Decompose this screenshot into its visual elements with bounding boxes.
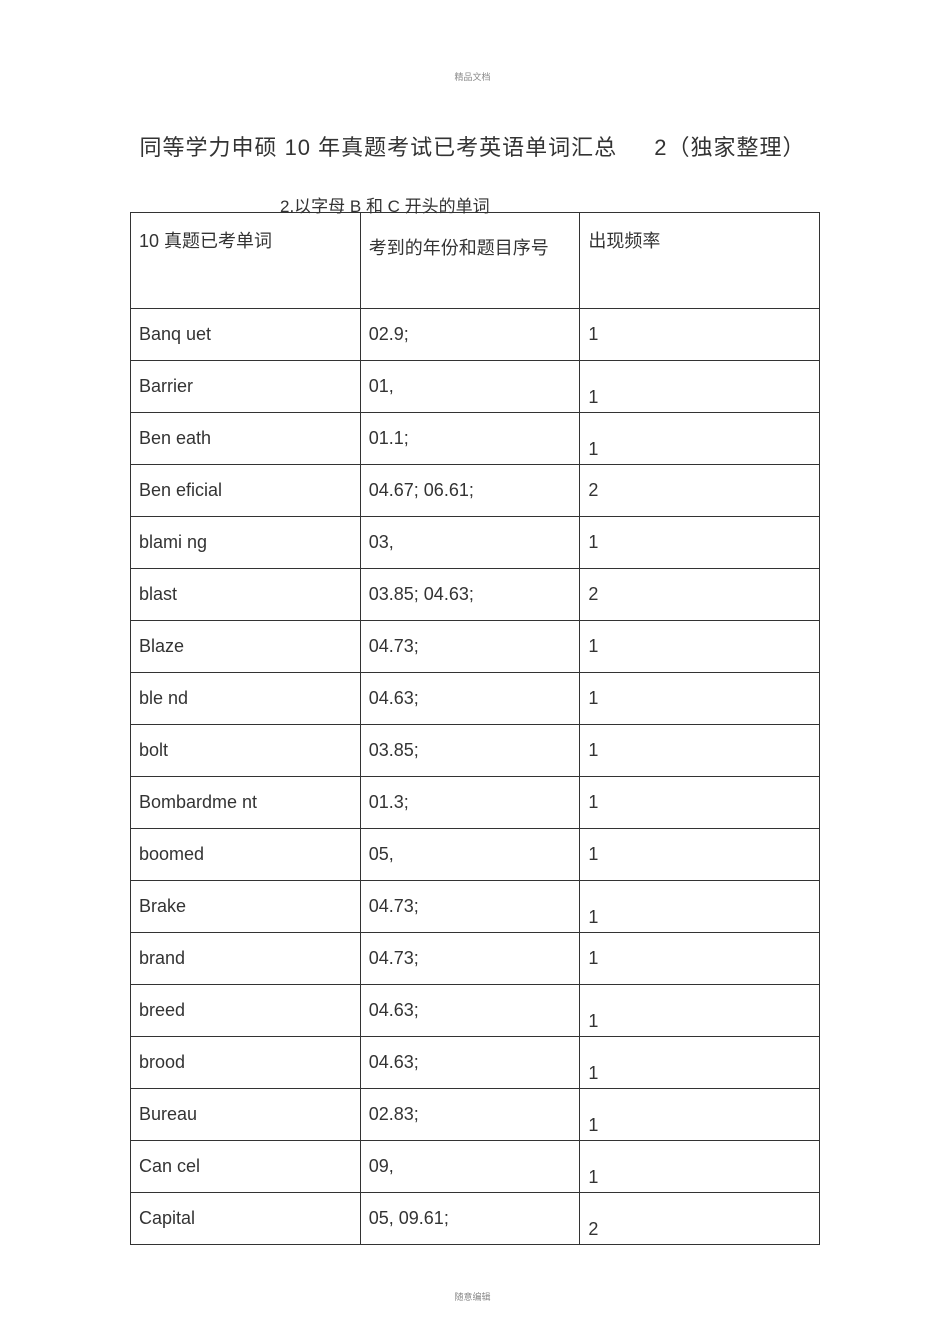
cell-freq: 1 <box>580 517 820 569</box>
table-row: Bureau02.83;1 <box>131 1089 820 1141</box>
table-row: breed04.63;1 <box>131 985 820 1037</box>
table-row: Brake04.73;1 <box>131 881 820 933</box>
col-header-word: 10 真题已考单词 <box>131 213 361 309</box>
cell-year: 04.73; <box>360 933 580 985</box>
footer-watermark: 随意编辑 <box>0 1290 945 1303</box>
cell-word: Can cel <box>131 1141 361 1193</box>
table-row: Ben eath01.1;1 <box>131 413 820 465</box>
cell-freq: 1 <box>580 361 820 413</box>
cell-word: blami ng <box>131 517 361 569</box>
cell-word: Brake <box>131 881 361 933</box>
cell-freq: 1 <box>580 621 820 673</box>
cell-year: 04.73; <box>360 881 580 933</box>
table-row: ble nd04.63;1 <box>131 673 820 725</box>
cell-word: brand <box>131 933 361 985</box>
cell-freq: 1 <box>580 725 820 777</box>
cell-word: Bombardme nt <box>131 777 361 829</box>
cell-word: Ben eath <box>131 413 361 465</box>
cell-year: 05, 09.61; <box>360 1193 580 1245</box>
header-watermark: 精品文档 <box>0 70 945 83</box>
vocab-table: 10 真题已考单词 考到的年份和题目序号 出现频率 Banq uet02.9;1… <box>130 212 820 1245</box>
cell-word: Banq uet <box>131 309 361 361</box>
cell-word: ble nd <box>131 673 361 725</box>
cell-freq: 1 <box>580 933 820 985</box>
cell-freq: 2 <box>580 465 820 517</box>
cell-freq: 1 <box>580 1089 820 1141</box>
cell-year: 04.63; <box>360 1037 580 1089</box>
table-row: Can cel09,1 <box>131 1141 820 1193</box>
cell-word: boomed <box>131 829 361 881</box>
cell-freq: 1 <box>580 309 820 361</box>
cell-year: 01.3; <box>360 777 580 829</box>
cell-year: 02.83; <box>360 1089 580 1141</box>
table-row: Blaze04.73;1 <box>131 621 820 673</box>
cell-word: Capital <box>131 1193 361 1245</box>
table-row: Barrier01,1 <box>131 361 820 413</box>
cell-year: 04.63; <box>360 985 580 1037</box>
cell-word: Ben eficial <box>131 465 361 517</box>
cell-year: 02.9; <box>360 309 580 361</box>
table-row: bolt03.85;1 <box>131 725 820 777</box>
col-header-year: 考到的年份和题目序号 <box>360 213 580 309</box>
col-header-freq: 出现频率 <box>580 213 820 309</box>
cell-word: Bureau <box>131 1089 361 1141</box>
cell-word: bolt <box>131 725 361 777</box>
cell-year: 03.85; 04.63; <box>360 569 580 621</box>
cell-year: 03.85; <box>360 725 580 777</box>
cell-year: 03, <box>360 517 580 569</box>
cell-freq: 1 <box>580 1037 820 1089</box>
cell-freq: 1 <box>580 673 820 725</box>
title-main: 同等学力申硕 10 年真题考试已考英语单词汇总 <box>139 135 617 160</box>
cell-freq: 1 <box>580 777 820 829</box>
cell-word: Blaze <box>131 621 361 673</box>
cell-freq: 1 <box>580 985 820 1037</box>
table-row: blami ng03,1 <box>131 517 820 569</box>
cell-freq: 1 <box>580 829 820 881</box>
table-header-row: 10 真题已考单词 考到的年份和题目序号 出现频率 <box>131 213 820 309</box>
cell-word: Barrier <box>131 361 361 413</box>
table-row: Capital05, 09.61;2 <box>131 1193 820 1245</box>
cell-word: brood <box>131 1037 361 1089</box>
cell-year: 04.67; 06.61; <box>360 465 580 517</box>
table-row: Banq uet02.9;1 <box>131 309 820 361</box>
cell-year: 04.63; <box>360 673 580 725</box>
table-row: blast03.85; 04.63;2 <box>131 569 820 621</box>
cell-year: 05, <box>360 829 580 881</box>
title-suffix: 2（独家整理） <box>654 130 805 162</box>
table-row: Bombardme nt01.3;1 <box>131 777 820 829</box>
cell-year: 04.73; <box>360 621 580 673</box>
cell-word: blast <box>131 569 361 621</box>
cell-freq: 2 <box>580 569 820 621</box>
cell-year: 01.1; <box>360 413 580 465</box>
cell-freq: 1 <box>580 1141 820 1193</box>
table-row: Ben eficial04.67; 06.61;2 <box>131 465 820 517</box>
table-row: boomed05,1 <box>131 829 820 881</box>
page-title: 同等学力申硕 10 年真题考试已考英语单词汇总 2（独家整理） <box>0 130 945 162</box>
cell-word: breed <box>131 985 361 1037</box>
table-row: brand04.73;1 <box>131 933 820 985</box>
cell-freq: 2 <box>580 1193 820 1245</box>
cell-year: 09, <box>360 1141 580 1193</box>
cell-year: 01, <box>360 361 580 413</box>
cell-freq: 1 <box>580 413 820 465</box>
table-row: brood04.63;1 <box>131 1037 820 1089</box>
cell-freq: 1 <box>580 881 820 933</box>
